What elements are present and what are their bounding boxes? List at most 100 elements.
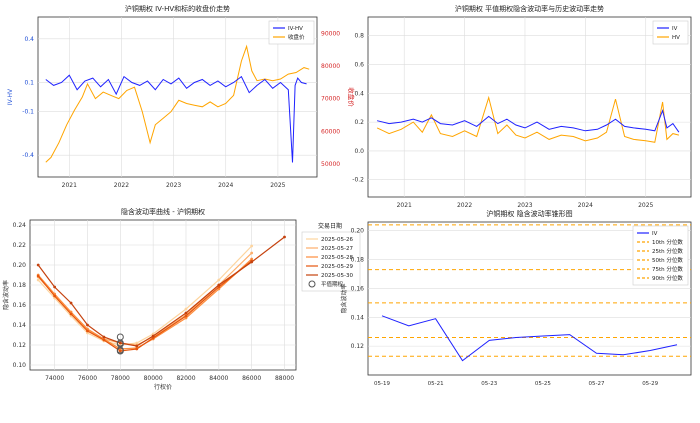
y-tick-label: 0.12 [13, 342, 27, 349]
atm-marker [116, 347, 124, 355]
series-line-iv [376, 108, 680, 133]
y-tick-label: 0.8 [354, 33, 364, 40]
plot-frame [367, 16, 692, 198]
series-point [53, 285, 57, 289]
chart-title: 沪铜期权 IV-HV和标的收盘价走势 [125, 4, 230, 13]
series-point [36, 274, 40, 278]
y2-tick-label: 90000 [321, 30, 340, 37]
y-tick-label: 0.0 [354, 148, 364, 155]
series-point [135, 347, 139, 351]
y-tick-label: 0.16 [351, 285, 365, 292]
series-point [184, 316, 188, 320]
y-tick-label: 0.14 [13, 322, 27, 329]
y-tick-label: 0.4 [24, 36, 34, 43]
x-tick-label: 2022 [457, 202, 472, 209]
legend-label: IV [652, 231, 658, 237]
legend-title: 交易日期 [318, 222, 342, 230]
y-tick-label: -0.2 [352, 177, 364, 184]
series-point [184, 311, 188, 315]
y-tick-label: 0.20 [351, 228, 365, 235]
legend-label: 2025-05-30 [321, 273, 353, 279]
y-tick-label: 0.14 [351, 314, 365, 321]
y-tick-label: -0.1 [22, 109, 34, 116]
legend-label: 90th 分位数 [652, 274, 683, 282]
y2-tick-label: 50000 [321, 161, 340, 168]
y-tick-label: 0.1 [24, 79, 34, 86]
y-tick-label: 0.10 [13, 362, 27, 369]
series-line-iv [381, 315, 678, 362]
x-tick-label: 2024 [578, 202, 593, 209]
chart-title: 隐含波动率曲线 - 沪铜期权 [121, 207, 205, 216]
legend-box [268, 20, 315, 45]
series-point [217, 283, 221, 287]
series-point [36, 278, 40, 282]
legend-label: 75th 分位数 [652, 265, 683, 273]
x-tick-label: 80000 [144, 375, 163, 382]
y-axis-label: 隐含波动率 [340, 283, 348, 313]
x-tick-label: 05-29 [642, 381, 658, 387]
plot-frame [29, 219, 297, 371]
x-tick-label: 2023 [517, 202, 532, 209]
x-tick-label: 84000 [209, 375, 228, 382]
x-tick-label: 76000 [78, 375, 97, 382]
x-tick-label: 2025 [638, 202, 653, 209]
legend-box [632, 225, 689, 286]
x-tick-label: 88000 [275, 375, 294, 382]
x-tick-label: 05-21 [428, 381, 444, 387]
series-point [250, 260, 254, 264]
legend-label: 2025-05-29 [321, 264, 353, 270]
series-point [151, 332, 155, 336]
legend-label: IV-HV [288, 26, 303, 32]
legend-label: 2025-05-27 [321, 246, 353, 252]
chart-title: 沪铜期权 平值期权隐含波动率与历史波动率走势 [455, 4, 604, 13]
legend-label: IV [672, 26, 678, 32]
legend-label: 25th 分位数 [652, 247, 683, 255]
y2-tick-label: 80000 [321, 63, 340, 70]
x-tick-label: 2022 [114, 182, 129, 189]
x-tick-label: 78000 [111, 375, 130, 382]
legend-label: HV [672, 35, 680, 41]
x-axis-label: 行权价 [154, 383, 172, 391]
legend-label: 平值期权 [321, 280, 344, 288]
legend-label: 2025-05-28 [321, 255, 353, 261]
legend-label: 收盘价 [288, 33, 305, 41]
x-tick-label: 82000 [176, 375, 195, 382]
legend-label: 2025-05-26 [321, 237, 353, 243]
series-point [69, 312, 73, 316]
chart-ivhv-price: 沪铜期权 IV-HV和标的收盘价走势 2021 2022 2023 2024 2025 -0… [7, 4, 356, 189]
x-tick-label: 05-23 [481, 381, 497, 387]
y-tick-label: 0.2 [354, 119, 364, 126]
y-tick-label: 0.24 [13, 222, 27, 229]
legend-label: 10th 分位数 [652, 238, 683, 246]
x-tick-label: 86000 [242, 375, 261, 382]
series-point [283, 235, 286, 239]
series-point [102, 338, 106, 342]
series-point [36, 263, 40, 267]
series-line-hv [376, 95, 680, 143]
chart-iv-smile: 隐含波动率曲线 - 沪铜期权 74000 76000 78000 80000 82000 8… [2, 207, 361, 391]
series-point [86, 323, 89, 327]
y-tick-label: 0.4 [354, 90, 364, 97]
series-line-iv-hv [45, 74, 307, 163]
series-point [184, 314, 188, 318]
series-point [151, 336, 155, 340]
series-point [102, 335, 106, 339]
series-point [250, 244, 254, 248]
x-tick-label: 2021 [397, 202, 412, 209]
y-tick-label: 0.12 [351, 343, 365, 350]
chart-iv-hv-trend: 沪铜期权 平值期权隐含波动率与历史波动率走势 2021 2022 2023 2024 20… [352, 4, 692, 209]
y2-tick-label: 60000 [321, 128, 340, 135]
series-point [135, 344, 139, 348]
y-tick-label: 0.16 [13, 302, 27, 309]
x-tick-label: 2024 [218, 182, 233, 189]
x-tick-label: 74000 [45, 375, 64, 382]
y-axis-label: 隐含波动率 [2, 280, 10, 310]
chart-iv-cone: 沪铜期权 隐含波动率锥形图 0.12 0.14 0.16 0.18 0.20 05-19 05… [340, 209, 692, 387]
legend-marker [308, 280, 316, 288]
legend-label: 50th 分位数 [652, 256, 683, 264]
y-axis-label: IV-HV [7, 88, 14, 105]
series-point [118, 341, 122, 345]
y-tick-label: 0.6 [354, 62, 364, 69]
